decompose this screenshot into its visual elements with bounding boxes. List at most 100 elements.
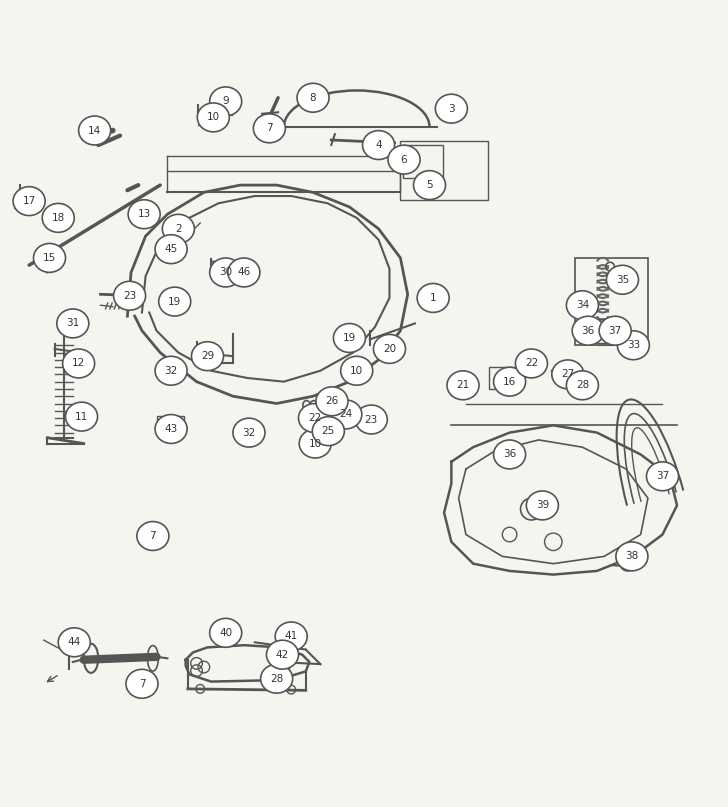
Text: 12: 12 [72,358,85,369]
Text: 36: 36 [582,326,595,336]
Text: 18: 18 [52,213,65,223]
Ellipse shape [566,371,598,399]
Ellipse shape [333,324,365,353]
Text: 5: 5 [426,180,433,190]
Text: 39: 39 [536,500,549,510]
Ellipse shape [312,416,344,445]
Text: 34: 34 [576,300,589,310]
Text: 9: 9 [222,96,229,107]
Text: 28: 28 [270,674,283,684]
Text: 32: 32 [165,366,178,376]
Text: 22: 22 [525,358,538,369]
Ellipse shape [210,618,242,647]
Ellipse shape [155,415,187,443]
Ellipse shape [210,258,242,287]
Ellipse shape [155,235,187,264]
Text: 10: 10 [309,438,322,449]
Ellipse shape [155,357,187,385]
Ellipse shape [261,664,293,693]
Ellipse shape [447,371,479,399]
Text: 20: 20 [383,344,396,354]
Ellipse shape [253,114,285,143]
Text: 19: 19 [343,333,356,343]
Ellipse shape [606,266,638,295]
Text: 43: 43 [165,424,178,434]
Text: 30: 30 [219,267,232,278]
Ellipse shape [373,334,405,363]
Text: 10: 10 [207,112,220,123]
Text: 7: 7 [138,679,146,689]
Ellipse shape [298,404,331,433]
Ellipse shape [66,402,98,431]
Ellipse shape [228,258,260,287]
Ellipse shape [414,170,446,199]
Text: 2: 2 [175,224,182,234]
Ellipse shape [435,94,467,123]
Text: 16: 16 [503,377,516,387]
Ellipse shape [646,462,678,491]
Text: 22: 22 [308,413,321,423]
Ellipse shape [63,349,95,378]
Ellipse shape [275,622,307,651]
Ellipse shape [494,440,526,469]
Text: 17: 17 [23,196,36,206]
Ellipse shape [515,349,547,378]
Text: 3: 3 [448,103,455,114]
Ellipse shape [330,400,362,429]
Ellipse shape [162,215,194,243]
Text: 21: 21 [456,380,470,391]
Ellipse shape [494,367,526,396]
Ellipse shape [128,200,160,228]
Ellipse shape [58,628,90,657]
Ellipse shape [42,203,74,232]
Text: 19: 19 [168,297,181,307]
Ellipse shape [363,131,395,160]
Text: 31: 31 [66,319,79,328]
Ellipse shape [210,87,242,116]
Ellipse shape [13,186,45,215]
Ellipse shape [266,640,298,669]
Ellipse shape [599,316,631,345]
Ellipse shape [417,283,449,312]
Ellipse shape [159,287,191,316]
Text: 46: 46 [237,267,250,278]
Ellipse shape [197,103,229,132]
Ellipse shape [566,291,598,320]
Text: 37: 37 [609,326,622,336]
Text: 45: 45 [165,245,178,254]
Text: 7: 7 [266,123,273,133]
Text: 4: 4 [375,140,382,150]
Ellipse shape [552,360,584,389]
Text: 1: 1 [430,293,437,303]
Text: 37: 37 [656,471,669,481]
Ellipse shape [355,405,387,434]
Text: 23: 23 [123,291,136,301]
Text: 32: 32 [242,428,256,437]
Ellipse shape [316,387,348,416]
Ellipse shape [299,429,331,458]
Ellipse shape [114,282,146,310]
Text: 42: 42 [276,650,289,659]
Text: 33: 33 [627,341,640,350]
Ellipse shape [572,316,604,345]
Ellipse shape [126,669,158,698]
Ellipse shape [233,418,265,447]
Ellipse shape [526,491,558,520]
Ellipse shape [388,145,420,174]
Text: 26: 26 [325,396,339,406]
Text: 6: 6 [400,155,408,165]
Text: 14: 14 [88,126,101,136]
Ellipse shape [79,116,111,145]
Ellipse shape [297,83,329,112]
Text: 13: 13 [138,209,151,220]
Text: 41: 41 [285,631,298,642]
Text: 15: 15 [43,253,56,263]
Text: 23: 23 [365,415,378,424]
Text: 24: 24 [339,409,352,420]
Text: 40: 40 [219,628,232,638]
Ellipse shape [57,309,89,338]
Text: 10: 10 [350,366,363,376]
Ellipse shape [33,244,66,272]
Text: 29: 29 [201,351,214,362]
Ellipse shape [137,521,169,550]
